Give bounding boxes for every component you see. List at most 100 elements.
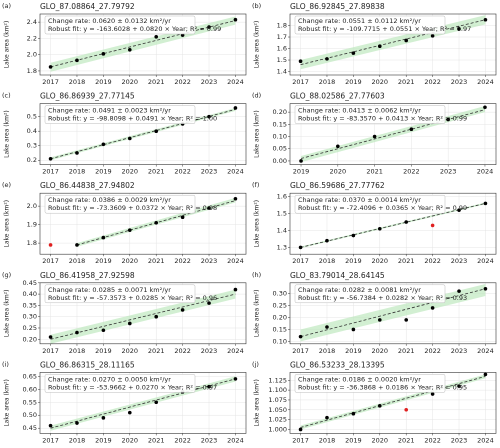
x-tick-label: 2017 xyxy=(42,347,59,355)
y-tick-label: 0.30 xyxy=(273,290,287,298)
data-point xyxy=(207,384,211,389)
y-tick-label: 0.25 xyxy=(273,302,287,310)
plot-frame xyxy=(289,13,497,76)
panel-title: GLO_86.59686_27.77762 xyxy=(290,181,385,190)
data-point xyxy=(48,335,53,339)
y-tick-label: 1.7 xyxy=(277,33,287,41)
fit-line xyxy=(300,202,486,248)
x-tick-label: 2024 xyxy=(227,168,244,176)
data-point xyxy=(457,289,461,293)
x-tick-label: 2017 xyxy=(42,168,59,176)
x-tick-label: 2021 xyxy=(398,78,415,86)
y-tick-label: 1.5 xyxy=(277,210,287,218)
data-point xyxy=(154,220,159,225)
x-tick-label: 2017 xyxy=(42,436,59,444)
x-tick-label: 2022 xyxy=(403,168,420,176)
fit-line xyxy=(50,20,236,68)
x-tick-label: 2023 xyxy=(201,168,218,176)
data-point xyxy=(207,25,211,29)
data-point xyxy=(180,215,185,220)
data-point xyxy=(233,287,238,292)
data-point xyxy=(127,228,132,232)
x-tick-label: 2022 xyxy=(174,347,191,355)
y-tick-label: 0.00 xyxy=(273,157,287,165)
data-point xyxy=(298,334,303,339)
x-tick-label: 2019 xyxy=(95,168,112,176)
data-point xyxy=(377,226,382,231)
y-tick-label: 0.25 xyxy=(23,324,37,332)
data-point xyxy=(325,57,329,61)
x-tick-label: 2021 xyxy=(148,168,165,176)
y-axis-label: Lake area (km²) xyxy=(254,200,261,248)
y-tick-label: 0.10 xyxy=(273,337,287,345)
data-point xyxy=(483,105,487,110)
data-point xyxy=(75,243,79,247)
data-point xyxy=(127,321,132,326)
y-tick-label: 0.05 xyxy=(273,145,287,153)
y-axis-label: Lake area (km²) xyxy=(4,379,11,427)
x-tick-label: 2023 xyxy=(201,436,218,444)
panel-title: GLO_88.02586_27.77603 xyxy=(290,92,385,101)
x-tick-label: 2019 xyxy=(345,78,362,86)
data-point xyxy=(325,325,329,329)
x-tick-label: 2018 xyxy=(69,168,86,176)
x-tick-label: 2023 xyxy=(201,347,218,355)
annotation: Change rate: 0.0270 ± 0.0050 km²/yr xyxy=(48,375,171,383)
x-tick-label: 2024 xyxy=(477,257,494,265)
y-tick-label: 0.35 xyxy=(23,301,37,309)
x-tick-label: 2020 xyxy=(372,347,389,355)
y-axis-label: Lake area (km²) xyxy=(254,379,261,427)
panel-label: (e) xyxy=(2,181,11,189)
x-tick-label: 2019 xyxy=(345,257,362,265)
x-tick-label: 2024 xyxy=(227,78,244,86)
fit-line xyxy=(300,288,486,338)
fit-line xyxy=(50,109,236,160)
annotation: Change rate: 0.0620 ± 0.0132 km²/yr xyxy=(48,17,171,25)
data-point xyxy=(298,59,303,63)
x-tick-label: 2024 xyxy=(477,436,494,444)
plot-frame xyxy=(39,192,247,255)
annotation: Robust fit: y = -73.3609 + 0.0372 × Year… xyxy=(48,204,217,212)
data-point xyxy=(404,407,409,412)
data-point xyxy=(154,400,159,405)
annotation-box xyxy=(294,194,446,214)
data-point xyxy=(101,328,106,333)
y-tick-label: 0.65 xyxy=(23,372,37,380)
x-tick-label: 2017 xyxy=(292,78,309,86)
data-point xyxy=(233,196,238,201)
x-tick-label: 2021 xyxy=(398,347,415,355)
plot-frame xyxy=(289,103,497,165)
x-tick-label: 2020 xyxy=(372,257,389,265)
x-tick-label: 2020 xyxy=(372,78,389,86)
y-tick-label: 2.4 xyxy=(27,18,37,26)
y-tick-label: 2.0 xyxy=(27,51,37,59)
panel-title: GLO_86.44838_27.94802 xyxy=(40,181,135,190)
y-tick-label: 1.125 xyxy=(268,376,287,384)
panel-label: (d) xyxy=(252,92,261,100)
x-tick-label: 2024 xyxy=(227,257,244,265)
y-axis-label: Lake area (km²) xyxy=(254,290,261,338)
y-tick-label: 0.3 xyxy=(27,142,37,150)
annotation: Change rate: 0.0491 ± 0.0023 km²/yr xyxy=(48,107,171,115)
plot-frame xyxy=(289,282,497,345)
y-tick-label: 1.3 xyxy=(277,243,287,251)
x-tick-label: 2022 xyxy=(174,168,191,176)
data-point xyxy=(372,134,377,139)
data-point xyxy=(127,136,132,141)
panel-label: (h) xyxy=(252,271,261,279)
panel-title: GLO_83.79014_28.64145 xyxy=(290,271,385,280)
data-point xyxy=(404,318,409,322)
data-point xyxy=(299,159,303,163)
y-tick-label: 0.15 xyxy=(273,120,287,128)
data-point xyxy=(233,106,238,110)
y-axis-label: Lake area (km²) xyxy=(4,110,11,158)
annotation: Robust fit: y = -53.9662 + 0.0270 × Year… xyxy=(48,383,217,391)
annotation-box xyxy=(44,284,196,304)
annotation: Change rate: 0.0551 ± 0.0112 km²/yr xyxy=(298,17,421,25)
annotation-box xyxy=(44,15,196,35)
y-tick-label: 0.60 xyxy=(23,385,37,393)
y-tick-label: 0.55 xyxy=(23,398,37,406)
data-point xyxy=(154,129,159,133)
fit-line xyxy=(50,378,236,429)
plot-frame xyxy=(289,372,497,434)
